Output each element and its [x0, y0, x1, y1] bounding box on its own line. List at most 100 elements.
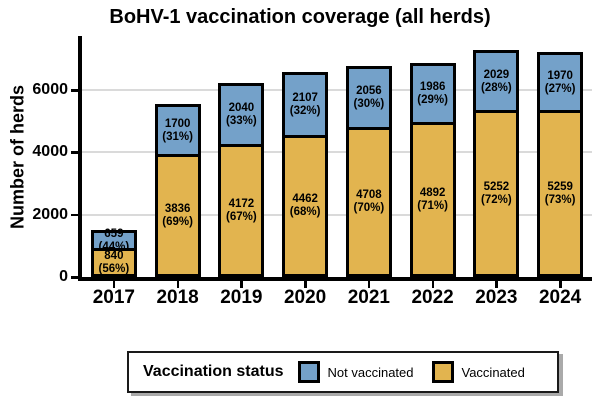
y-axis-line	[78, 36, 82, 281]
bar-value-label: 4892	[419, 186, 446, 199]
x-tick-label: 2024	[538, 287, 582, 308]
y-tick	[71, 151, 78, 154]
legend-item-not-vaccinated: Not vaccinated	[297, 361, 414, 383]
legend-item-label: Not vaccinated	[327, 364, 414, 380]
x-tick	[559, 281, 562, 288]
bar-pct-label: (70%)	[353, 202, 385, 214]
legend-item-vaccinated: Vaccinated	[431, 361, 525, 383]
segment-vaccinated: 840 (56%)	[90, 250, 138, 277]
bar-segment-label: 840 (56%)	[90, 250, 138, 276]
bar-value-label: 1986	[419, 81, 446, 93]
segment-not-vaccinated: 1986 (29%)	[409, 63, 456, 125]
y-tick-label: 4000	[32, 143, 68, 161]
segment-not-vaccinated: 2029 (28%)	[472, 50, 520, 113]
y-tick	[71, 276, 78, 279]
gridline	[80, 213, 592, 216]
x-tick	[304, 281, 307, 288]
bar-value-label: 3836	[164, 202, 191, 215]
bar-pct-label: (29%)	[417, 94, 448, 106]
bar-value-label: 2029	[483, 68, 510, 81]
segment-not-vaccinated: 1970 (27%)	[537, 52, 584, 113]
bar-segment-label: 5252 (72%)	[472, 181, 520, 207]
x-tick-label: 2020	[283, 287, 327, 308]
bar-value-label: 840	[104, 249, 124, 262]
bar-value-label: 2040	[228, 102, 255, 114]
bar-pct-label: (56%)	[98, 262, 130, 275]
gridline	[80, 151, 592, 154]
x-tick	[240, 281, 243, 288]
x-tick	[431, 281, 435, 288]
bar-2022: 1986 (29%) 4892 (71%)	[409, 63, 457, 277]
bar-pct-label: (73%)	[544, 193, 576, 206]
bar-segment-label: 4892 (71%)	[409, 187, 457, 213]
segment-vaccinated: 4172 (67%)	[217, 147, 265, 277]
segment-vaccinated: 5259 (73%)	[536, 113, 584, 277]
bar-value-label: 1970	[547, 69, 573, 82]
bar-pct-label: (69%)	[162, 215, 193, 228]
segment-not-vaccinated: 2040 (33%)	[217, 83, 265, 147]
bar-segment-label: 2107 (32%)	[281, 92, 329, 118]
segment-vaccinated: 4892 (71%)	[409, 125, 457, 277]
bar-value-label: 4172	[228, 197, 255, 210]
x-tick-label: 2023	[475, 287, 518, 308]
segment-not-vaccinated: 2056 (30%)	[345, 66, 393, 130]
bar-pct-label: (27%)	[544, 82, 576, 95]
y-tick	[71, 89, 78, 92]
bar-segment-label: 4708 (70%)	[345, 189, 393, 215]
bar-2024: 1970 (27%) 5259 (73%)	[536, 52, 584, 277]
bar-pct-label: (30%)	[353, 98, 385, 110]
bar-value-label: 4708	[356, 189, 382, 201]
segment-not-vaccinated: 2107 (32%)	[281, 72, 329, 138]
x-tick-label: 2017	[92, 287, 136, 308]
bar-2020: 2107 (32%) 4462 (68%)	[281, 72, 329, 277]
x-tick-label: 2019	[220, 287, 263, 308]
segment-vaccinated: 3836 (69%)	[154, 157, 202, 277]
bar-pct-label: (32%)	[289, 105, 321, 117]
bar-2017: 659 (44%) 840 (56%)	[90, 228, 138, 277]
bar-value-label: 5252	[483, 180, 510, 193]
bar-pct-label: (67%)	[226, 210, 257, 223]
bar-2021: 2056 (30%) 4708 (70%)	[345, 66, 393, 277]
x-tick-label: 2022	[411, 287, 454, 308]
bar-value-label: 5259	[547, 180, 573, 193]
bar-segment-label: 2056 (30%)	[345, 85, 393, 111]
bar-value-label: 659	[104, 227, 124, 240]
y-tick	[71, 213, 78, 217]
bar-segment-label: 659 (44%)	[90, 228, 138, 254]
bar-pct-label: (31%)	[162, 130, 193, 143]
legend-item-label: Vaccinated	[461, 364, 525, 380]
bar-segment-label: 1700 (31%)	[154, 118, 202, 144]
bar-segment-label: 5259 (73%)	[536, 181, 584, 207]
gridline	[80, 89, 592, 91]
y-tick-label: 0	[59, 268, 68, 285]
bar-pct-label: (72%)	[481, 193, 512, 206]
bar-segment-label: 2029 (28%)	[472, 69, 520, 95]
legend-box: Vaccination status Not vaccinated Vaccin…	[127, 351, 559, 393]
x-tick	[176, 281, 180, 288]
bar-pct-label: (68%)	[289, 206, 321, 218]
bar-pct-label: (44%)	[98, 240, 130, 253]
segment-not-vaccinated: 1700 (31%)	[154, 104, 202, 157]
bar-value-label: 2107	[292, 92, 318, 104]
chart-title: BoHV-1 vaccination coverage (all herds)	[109, 6, 491, 28]
segment-vaccinated: 4708 (70%)	[345, 130, 393, 277]
x-tick-label: 2021	[347, 287, 391, 308]
segment-vaccinated: 5252 (72%)	[472, 113, 520, 277]
bar-2018: 1700 (31%) 3836 (69%)	[154, 104, 202, 277]
bar-2023: 2029 (28%) 5252 (72%)	[472, 50, 520, 277]
bar-value-label: 4462	[292, 193, 318, 205]
segment-not-vaccinated: 659 (44%)	[90, 228, 138, 254]
bar-value-label: 1700	[164, 117, 191, 130]
x-axis-line	[78, 277, 592, 281]
bar-segment-label: 2040 (33%)	[217, 102, 265, 128]
bar-pct-label: (33%)	[226, 115, 257, 127]
x-tick-label: 2018	[156, 287, 199, 308]
bar-pct-label: (71%)	[417, 199, 448, 212]
y-tick-label: 6000	[32, 81, 68, 98]
bar-segment-label: 3836 (69%)	[154, 203, 202, 229]
x-tick	[367, 281, 371, 288]
not-vaccinated-swatch-icon	[297, 361, 320, 383]
bar-segment-label: 4172 (67%)	[217, 198, 265, 224]
